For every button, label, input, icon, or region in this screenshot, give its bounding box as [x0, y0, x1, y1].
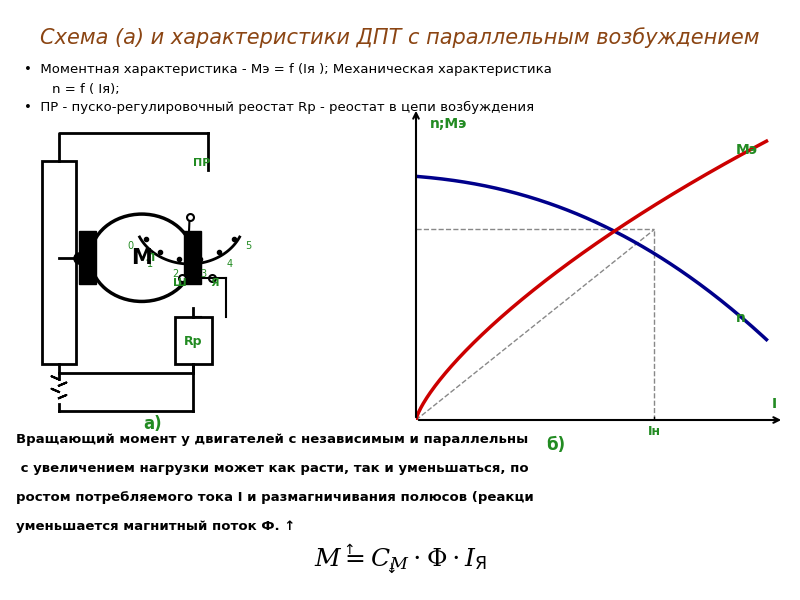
Text: •  ПР - пуско-регулировочный реостат Rp - реостат в цепи возбуждения: • ПР - пуско-регулировочный реостат Rp -…: [24, 101, 534, 114]
Text: 5: 5: [246, 241, 252, 251]
Text: 1: 1: [146, 259, 153, 269]
Text: M: M: [131, 248, 152, 268]
Text: Rp: Rp: [184, 335, 202, 349]
Text: n;Мэ: n;Мэ: [430, 117, 467, 131]
Text: уменьшается магнитный поток Ф. ↑: уменьшается магнитный поток Ф. ↑: [16, 520, 295, 533]
Text: Л: Л: [146, 253, 154, 263]
Text: 0: 0: [127, 241, 134, 251]
Text: Вращающий момент у двигателей с независимым и параллельны: Вращающий момент у двигателей с независи…: [16, 433, 528, 446]
Text: 2: 2: [172, 269, 178, 278]
Text: б): б): [546, 436, 566, 454]
Text: n = f ( Iя);: n = f ( Iя);: [52, 83, 120, 96]
Text: ПР: ПР: [194, 158, 210, 168]
Text: $\uparrow$: $\uparrow$: [342, 541, 354, 557]
Text: 3: 3: [201, 269, 207, 278]
Text: Ш: Ш: [173, 278, 186, 288]
Bar: [42, 161, 75, 364]
Text: Я: Я: [210, 278, 218, 288]
Text: Iн: Iн: [648, 425, 661, 438]
Bar: [184, 231, 201, 284]
Bar: [79, 231, 96, 284]
Text: 4: 4: [226, 259, 233, 269]
Bar: [175, 317, 212, 364]
Text: Схема (а) и характеристики ДПТ с параллельным возбуждением: Схема (а) и характеристики ДПТ с паралле…: [40, 27, 760, 48]
Text: I: I: [772, 397, 777, 411]
Text: $M = C_{M} \cdot \Phi \cdot I_{\mathregular{Я}}$: $M = C_{M} \cdot \Phi \cdot I_{\mathregu…: [314, 546, 486, 572]
Text: •  Моментная характеристика - Мэ = f (Iя ); Механическая характеристика: • Моментная характеристика - Мэ = f (Iя …: [24, 63, 552, 76]
Text: а): а): [143, 415, 162, 433]
Text: с увеличением нагрузки может как расти, так и уменьшаться, по: с увеличением нагрузки может как расти, …: [16, 462, 529, 475]
Text: Мэ: Мэ: [736, 143, 758, 157]
Text: ростом потребляемого тока I и размагничивания полюсов (реакци: ростом потребляемого тока I и размагничи…: [16, 491, 534, 504]
Text: $\downarrow$: $\downarrow$: [383, 562, 396, 576]
Text: n: n: [736, 311, 746, 325]
